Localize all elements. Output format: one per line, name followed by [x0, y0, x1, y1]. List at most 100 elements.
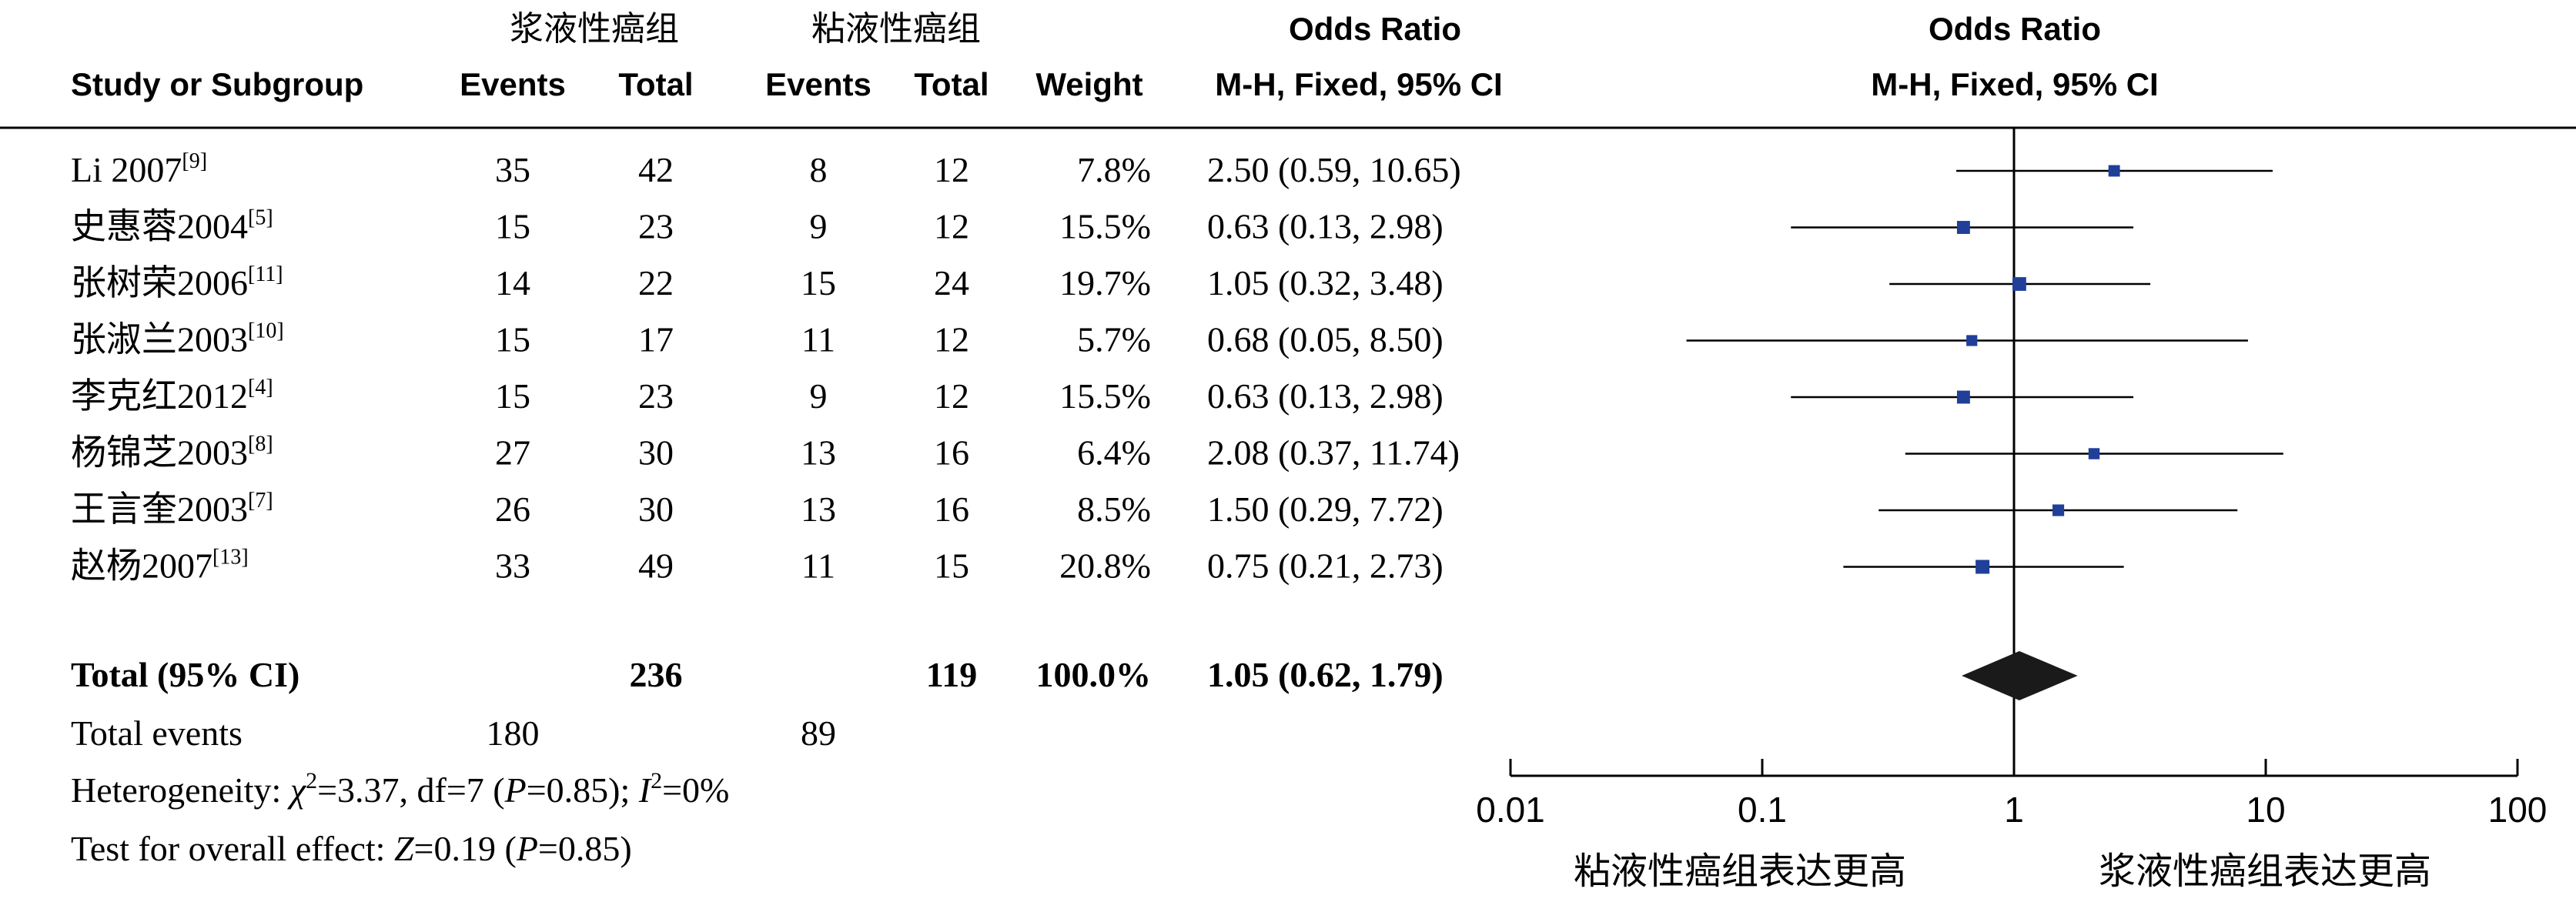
plot-column-title: Odds Ratio — [1929, 11, 2101, 47]
study-row-8-name-text: 赵杨2007 — [71, 546, 212, 586]
study-row-4-weight: 5.7% — [1077, 320, 1151, 359]
study-row-3-ci-text: 1.05 (0.32, 3.48) — [1207, 263, 1444, 302]
study-row-1-total-experimental: 42 — [638, 150, 674, 189]
total-events-label: Total events — [71, 713, 243, 753]
x-tick-label-5: 100 — [2488, 790, 2548, 830]
study-row-8-events-experimental: 33 — [495, 546, 530, 586]
study-row-2-events-experimental: 15 — [495, 207, 530, 246]
study-row-3-weight: 19.7% — [1059, 263, 1151, 302]
study-row-5-total-experimental: 23 — [638, 376, 674, 416]
axis-left-label: 粘液性癌组表达更高 — [1574, 851, 1906, 892]
heterogeneity-chi-value: =3.37, df=7 ( — [317, 770, 505, 810]
study-row-3-events-experimental: 14 — [495, 263, 530, 302]
total-control: 119 — [926, 655, 977, 694]
point-estimate-2 — [1956, 221, 1970, 234]
x-tick-label-4: 10 — [2246, 790, 2285, 830]
point-estimate-6 — [2088, 448, 2100, 459]
overall-effect-text: Test for overall effect: Z=0.19 (P=0.85) — [71, 829, 632, 868]
overall-effect-p-value: =0.85) — [538, 829, 632, 868]
study-row-2-ci-text: 0.63 (0.13, 2.98) — [1207, 207, 1444, 246]
study-row-6-events-control: 13 — [801, 433, 836, 473]
point-estimate-1 — [2108, 165, 2120, 177]
total-events-control: 89 — [801, 713, 836, 753]
pooled-diamond — [1962, 651, 2078, 700]
study-row-5-ci-text: 0.63 (0.13, 2.98) — [1207, 376, 1444, 416]
study-row-1-events-experimental: 35 — [495, 150, 530, 189]
heterogeneity-text: Heterogeneity: χ2=3.37, df=7 (P=0.85); I… — [71, 768, 729, 810]
heterogeneity-i-symbol: I — [638, 770, 653, 810]
study-row-1-name: Li 2007[9] — [71, 149, 207, 189]
total-weight: 100.0% — [1036, 655, 1152, 694]
study-row-1-events-control: 8 — [810, 150, 828, 189]
study-row-8-total-experimental: 49 — [638, 546, 674, 586]
study-row-2-events-control: 9 — [810, 207, 828, 246]
study-row-2-weight: 15.5% — [1059, 207, 1151, 246]
header-plot-method: M-H, Fixed, 95% CI — [1871, 66, 2158, 102]
x-tick-label-3: 1 — [2004, 790, 2024, 830]
heterogeneity-p-value: =0.85); — [527, 770, 639, 810]
heterogeneity-chi-symbol: χ — [287, 770, 307, 810]
x-tick-label-1: 0.01 — [1476, 790, 1545, 830]
study-row-5-reference: [4] — [248, 376, 273, 399]
point-estimate-7 — [2052, 504, 2065, 516]
header-events-control: Events — [765, 66, 871, 102]
study-row-5-events-control: 9 — [810, 376, 828, 416]
study-row-4-events-experimental: 15 — [495, 320, 530, 359]
study-row-1-weight: 7.8% — [1077, 150, 1151, 189]
study-row-7-events-control: 13 — [801, 489, 836, 529]
study-row-1-ci-text: 2.50 (0.59, 10.65) — [1207, 150, 1461, 189]
study-row-5-events-experimental: 15 — [495, 376, 530, 416]
study-row-8-reference: [13] — [212, 546, 249, 570]
study-row-4-ci-text: 0.68 (0.05, 8.50) — [1207, 320, 1444, 359]
header-total-control: Total — [914, 66, 989, 102]
study-row-6-ci-text: 2.08 (0.37, 11.74) — [1207, 433, 1460, 473]
study-rows: Li 2007[9] 35 42 8 12 7.8% 2.50 (0.59, 10.65) 史… — [71, 149, 1461, 586]
study-row-5-name-text: 李克红2012 — [71, 376, 248, 416]
total-ci-text: 1.05 (0.62, 1.79) — [1207, 655, 1444, 694]
study-row-8-ci-text: 0.75 (0.21, 2.73) — [1207, 546, 1444, 586]
point-estimate-3 — [2012, 277, 2026, 291]
study-row-7-reference: [7] — [248, 489, 273, 513]
heterogeneity-prefix: Heterogeneity: — [71, 770, 290, 810]
study-row-1-name-text: Li 2007 — [71, 150, 182, 189]
study-row-6-total-experimental: 30 — [638, 433, 674, 473]
header-weight: Weight — [1035, 66, 1142, 102]
group-header-experimental: 浆液性癌组 — [510, 10, 679, 48]
study-row-4-reference: [10] — [248, 319, 284, 343]
overall-effect-z-value: =0.19 ( — [414, 829, 517, 868]
heterogeneity-p-symbol: P — [504, 770, 527, 810]
study-row-3-name-text: 张树荣2006 — [71, 263, 248, 302]
study-row-3-total-control: 24 — [934, 263, 969, 302]
study-row-5-name: 李克红2012[4] — [71, 376, 273, 416]
study-row-7-name: 王言奎2003[7] — [71, 489, 273, 529]
overall-effect-z-symbol: Z — [394, 829, 414, 868]
study-row-6-total-control: 16 — [934, 433, 969, 473]
heterogeneity-chi-sup: 2 — [306, 768, 317, 793]
study-row-5-total-control: 12 — [934, 376, 969, 416]
study-row-1-reference: [9] — [182, 149, 207, 173]
study-row-4-total-experimental: 17 — [638, 320, 674, 359]
study-row-6-events-experimental: 27 — [495, 433, 530, 473]
study-row-4-total-control: 12 — [934, 320, 969, 359]
study-row-6-weight: 6.4% — [1077, 433, 1151, 473]
study-row-6-reference: [8] — [248, 433, 273, 456]
header-study: Study or Subgroup — [71, 66, 363, 102]
axis-right-label: 浆液性癌组表达更高 — [2099, 851, 2431, 892]
study-row-2-name-text: 史惠蓉2004 — [71, 207, 248, 246]
study-row-2-total-control: 12 — [934, 207, 969, 246]
header-or-method: M-H, Fixed, 95% CI — [1215, 66, 1502, 102]
study-row-7-name-text: 王言奎2003 — [71, 489, 248, 529]
study-row-4-name-text: 张淑兰2003 — [71, 320, 248, 359]
or-column-title: Odds Ratio — [1289, 11, 1461, 47]
point-estimate-8 — [1975, 560, 1990, 574]
study-row-3-reference: [11] — [248, 262, 283, 286]
header-total-experimental: Total — [618, 66, 693, 102]
x-tick-label-2: 0.1 — [1738, 790, 1787, 830]
study-row-3-total-experimental: 22 — [638, 263, 674, 302]
group-header-control: 粘液性癌组 — [811, 10, 981, 48]
total-label: Total (95% CI) — [71, 655, 299, 694]
heterogeneity-i-value: =0% — [662, 770, 729, 810]
total-experimental: 236 — [630, 655, 683, 694]
